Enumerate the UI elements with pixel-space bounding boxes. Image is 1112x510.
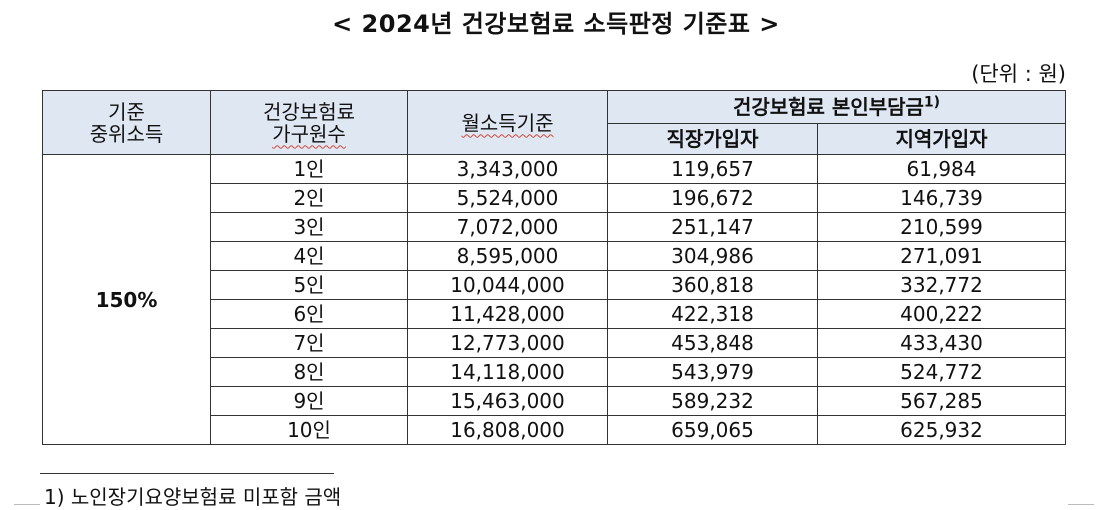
header-regional: 지역가입자 <box>816 123 1067 155</box>
cell-employee: 304,986 <box>607 241 818 271</box>
cell-income: 5,524,000 <box>407 183 608 213</box>
cell-regional: 567,285 <box>816 386 1067 416</box>
cell-household: 1인 <box>210 154 408 184</box>
cell-regional: 61,984 <box>816 154 1067 184</box>
header-household-size: 건강보험료 가구원수 <box>210 90 408 155</box>
cell-regional: 271,091 <box>816 241 1067 271</box>
cell-employee: 196,672 <box>607 183 818 213</box>
cell-employee: 543,979 <box>607 357 818 387</box>
premium-criteria-table: 기준 중위소득 건강보험료 가구원수 월소득기준 건강보험료 본인부담금1) 직… <box>42 90 1067 445</box>
page-corner-mark-left <box>14 504 40 505</box>
cell-income: 10,044,000 <box>407 270 608 300</box>
page-corner-mark-right <box>1068 504 1094 505</box>
cell-household: 3인 <box>210 212 408 242</box>
cell-income: 12,773,000 <box>407 328 608 358</box>
cell-employee: 422,318 <box>607 299 818 329</box>
cell-regional: 433,430 <box>816 328 1067 358</box>
table-row: 4인 8,595,000 304,986 271,091 <box>43 241 1067 271</box>
cell-income: 7,072,000 <box>407 212 608 242</box>
cell-income: 8,595,000 <box>407 241 608 271</box>
cell-household: 7인 <box>210 328 408 358</box>
cell-household: 8인 <box>210 357 408 387</box>
header-household-line1: 건강보험료 <box>263 99 355 124</box>
cell-income: 15,463,000 <box>407 386 608 416</box>
cell-household: 4인 <box>210 241 408 271</box>
cell-income: 16,808,000 <box>407 415 608 445</box>
cell-regional: 332,772 <box>816 270 1067 300</box>
header-row-1: 기준 중위소득 건강보험료 가구원수 월소득기준 건강보험료 본인부담금1) <box>42 90 1067 155</box>
cell-employee: 119,657 <box>607 154 818 184</box>
cell-income: 14,118,000 <box>407 357 608 387</box>
header-row-2: 직장가입자 지역가입자 <box>43 123 1067 155</box>
cell-regional: 210,599 <box>816 212 1067 242</box>
cell-household: 6인 <box>210 299 408 329</box>
header-median-income-line2: 중위소득 <box>89 121 164 146</box>
cell-household: 10인 <box>210 415 408 445</box>
footnote-divider <box>40 473 334 474</box>
header-monthly-income: 월소득기준 <box>407 90 608 155</box>
cell-regional: 524,772 <box>816 357 1067 387</box>
table-row: 8인 14,118,000 543,979 524,772 <box>43 357 1067 387</box>
unit-label: (단위 : 원) <box>971 62 1066 86</box>
header-employee: 직장가입자 <box>607 123 818 155</box>
cell-income: 3,343,000 <box>407 154 608 184</box>
header-median-income: 기준 중위소득 <box>42 90 211 155</box>
cell-employee: 251,147 <box>607 212 818 242</box>
footnote-marker: 1) <box>923 94 941 111</box>
header-median-income-line1: 기준 <box>108 99 145 124</box>
cell-employee: 453,848 <box>607 328 818 358</box>
cell-household: 5인 <box>210 270 408 300</box>
table-row: 3인 7,072,000 251,147 210,599 <box>43 212 1067 242</box>
footnote-text: 1) 노인장기요양보험료 미포함 금액 <box>44 485 342 509</box>
cell-regional: 625,932 <box>816 415 1067 445</box>
cell-household: 2인 <box>210 183 408 213</box>
header-household-line2: 가구원수 <box>272 121 346 146</box>
cell-employee: 360,818 <box>607 270 818 300</box>
table-row: 6인 11,428,000 422,318 400,222 <box>43 299 1067 329</box>
cell-regional: 400,222 <box>816 299 1067 329</box>
median-income-value: 150% <box>42 154 211 445</box>
document-title: < 2024년 건강보험료 소득판정 기준표 > <box>332 10 780 38</box>
table-row: 5인 10,044,000 360,818 332,772 <box>43 270 1067 300</box>
cell-income: 11,428,000 <box>407 299 608 329</box>
cell-household: 9인 <box>210 386 408 416</box>
header-premium-group: 건강보험료 본인부담금1) <box>606 90 1067 124</box>
cell-regional: 146,739 <box>816 183 1067 213</box>
table-row: 2인 5,524,000 196,672 146,739 <box>43 183 1067 213</box>
table-row: 150% 1인 3,343,000 119,657 61,984 <box>42 154 1067 445</box>
table-row: 10인 16,808,000 659,065 625,932 <box>43 415 1067 445</box>
header-premium-group-label: 건강보험료 본인부담금 <box>732 95 924 119</box>
table-row: 7인 12,773,000 453,848 433,430 <box>43 328 1067 358</box>
cell-employee: 659,065 <box>607 415 818 445</box>
header-monthly-income-label: 월소득기준 <box>461 110 554 135</box>
cell-employee: 589,232 <box>607 386 818 416</box>
